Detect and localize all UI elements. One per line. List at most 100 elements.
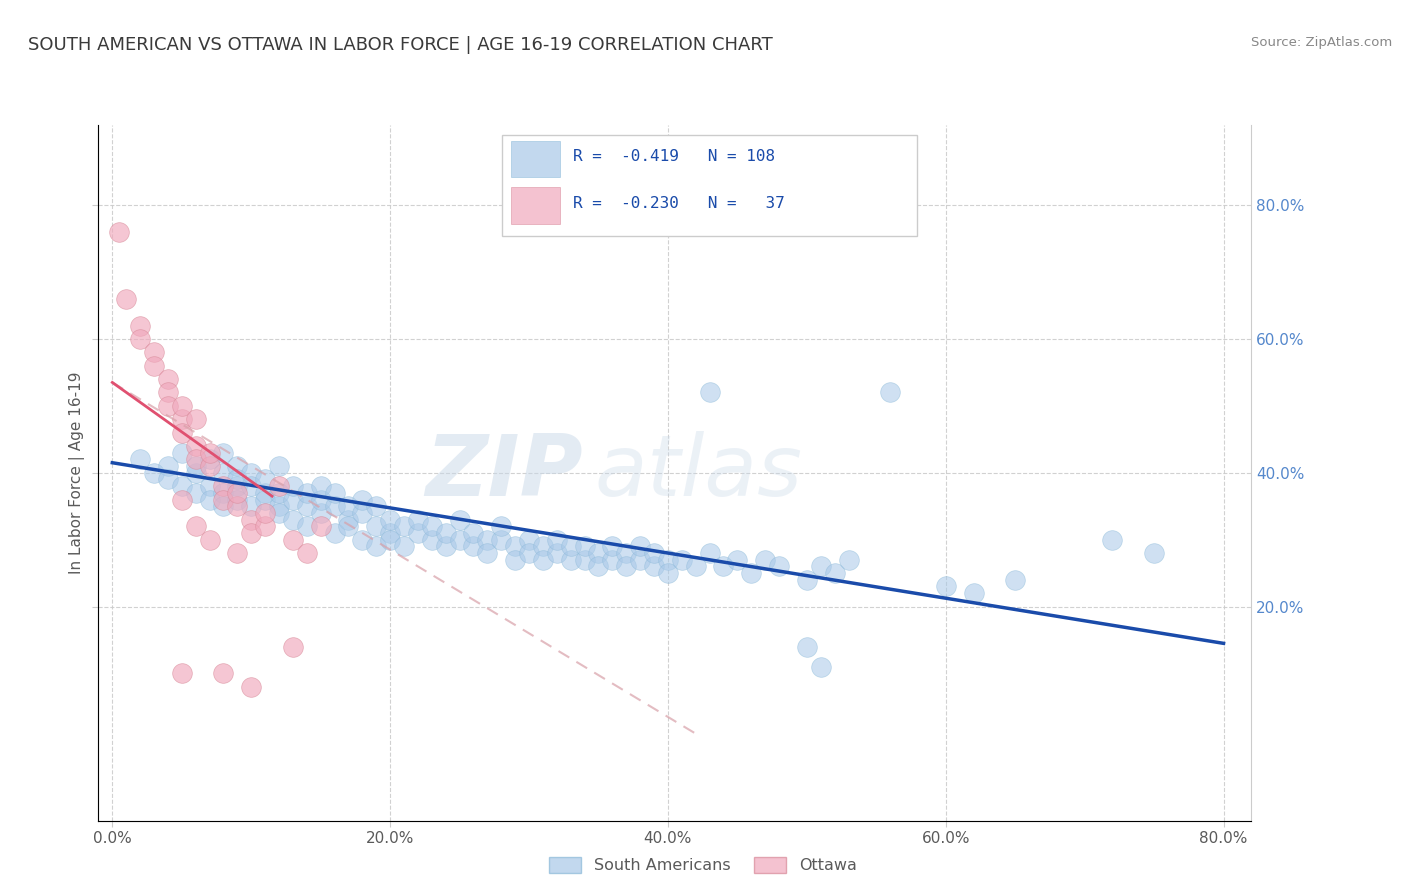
Point <box>560 539 582 553</box>
Point <box>226 492 249 507</box>
Point <box>962 586 984 600</box>
Point <box>184 439 207 453</box>
Point <box>392 539 415 553</box>
Point <box>671 552 693 567</box>
Point <box>531 552 554 567</box>
Point <box>267 506 290 520</box>
Point <box>267 479 290 493</box>
Text: Source: ZipAtlas.com: Source: ZipAtlas.com <box>1251 36 1392 49</box>
Point <box>226 473 249 487</box>
Point <box>628 552 651 567</box>
Point <box>699 385 721 400</box>
Point <box>602 539 624 553</box>
Point <box>309 479 332 493</box>
Point <box>796 573 818 587</box>
Text: SOUTH AMERICAN VS OTTAWA IN LABOR FORCE | AGE 16-19 CORRELATION CHART: SOUTH AMERICAN VS OTTAWA IN LABOR FORCE … <box>28 36 773 54</box>
Point <box>1143 546 1166 560</box>
Point <box>156 473 179 487</box>
Point <box>1004 573 1026 587</box>
Point <box>699 546 721 560</box>
Point <box>267 459 290 474</box>
Point <box>628 539 651 553</box>
Text: atlas: atlas <box>595 431 803 515</box>
Point <box>309 506 332 520</box>
Point <box>685 559 707 574</box>
Point <box>588 559 610 574</box>
Point <box>281 492 304 507</box>
Point <box>226 500 249 514</box>
Point <box>267 485 290 500</box>
Point <box>546 533 568 547</box>
Point <box>352 533 374 547</box>
Point <box>115 292 138 306</box>
Point <box>156 372 179 386</box>
Point <box>295 546 318 560</box>
Point <box>212 446 235 460</box>
Point <box>170 446 193 460</box>
Point <box>143 466 166 480</box>
Point <box>517 546 540 560</box>
Point <box>198 492 221 507</box>
Point <box>352 506 374 520</box>
Point <box>449 512 471 526</box>
Point <box>713 559 735 574</box>
Point <box>796 640 818 654</box>
Point <box>337 500 360 514</box>
Legend: South Americans, Ottawa: South Americans, Ottawa <box>543 850 863 880</box>
Point <box>156 385 179 400</box>
Point <box>503 552 526 567</box>
Point <box>503 539 526 553</box>
Point <box>295 500 318 514</box>
Point <box>643 559 665 574</box>
Point <box>184 459 207 474</box>
Point <box>366 500 388 514</box>
Point <box>725 552 748 567</box>
Point <box>170 425 193 440</box>
Point <box>184 452 207 467</box>
Point <box>295 485 318 500</box>
FancyBboxPatch shape <box>512 187 560 224</box>
Point <box>129 332 152 346</box>
Point <box>879 385 901 400</box>
Text: R =  -0.230   N =   37: R = -0.230 N = 37 <box>574 196 785 211</box>
FancyBboxPatch shape <box>502 136 917 236</box>
Point <box>449 533 471 547</box>
Point <box>491 519 513 533</box>
Point <box>143 359 166 373</box>
Point <box>240 466 263 480</box>
Point <box>226 479 249 493</box>
Point <box>184 412 207 426</box>
Point <box>463 539 485 553</box>
Point <box>254 492 277 507</box>
Point <box>226 546 249 560</box>
Point <box>170 479 193 493</box>
Point <box>198 446 221 460</box>
Point <box>935 580 957 594</box>
Point <box>614 546 637 560</box>
Point <box>240 680 263 694</box>
Point <box>824 566 846 581</box>
Point <box>212 479 235 493</box>
Point <box>129 452 152 467</box>
Point <box>337 519 360 533</box>
Point <box>212 500 235 514</box>
Point <box>281 479 304 493</box>
Point <box>226 485 249 500</box>
Point <box>254 473 277 487</box>
Point <box>657 552 679 567</box>
Point <box>212 466 235 480</box>
Point <box>309 519 332 533</box>
Point <box>240 479 263 493</box>
Point <box>434 526 457 541</box>
Point <box>309 492 332 507</box>
Point <box>240 526 263 541</box>
Point <box>212 666 235 681</box>
Point <box>156 459 179 474</box>
Point <box>434 539 457 553</box>
Point <box>546 546 568 560</box>
Point <box>198 533 221 547</box>
Point <box>170 492 193 507</box>
Point <box>740 566 762 581</box>
Point <box>406 512 429 526</box>
Point <box>477 546 499 560</box>
